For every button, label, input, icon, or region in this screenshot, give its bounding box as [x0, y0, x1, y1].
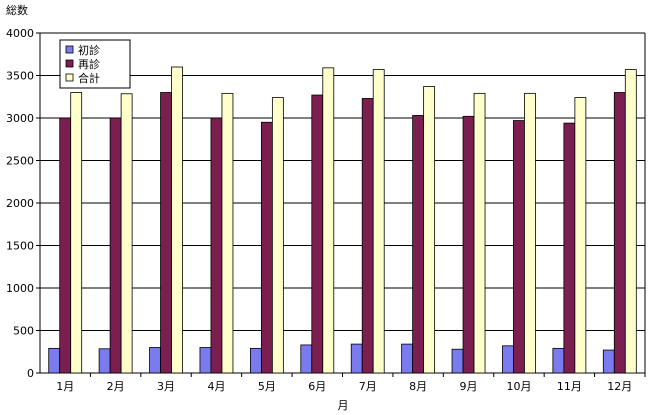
- bar: [98, 348, 111, 374]
- x-tick-label: 6月: [308, 380, 326, 393]
- bars: [48, 66, 637, 374]
- legend-label: 初診: [78, 43, 100, 57]
- bar: [149, 347, 161, 374]
- bar: [524, 92, 536, 374]
- bar: [70, 92, 83, 374]
- bar: [563, 122, 576, 374]
- bar: [311, 94, 324, 374]
- y-tick-label: 500: [13, 325, 34, 338]
- y-tick-label: 2000: [6, 197, 34, 210]
- bar: [513, 120, 525, 374]
- bar: [300, 344, 313, 374]
- bar: [160, 92, 172, 374]
- x-tick-label: 3月: [157, 380, 175, 393]
- bar: [260, 121, 273, 374]
- bar: [249, 347, 262, 374]
- bar: [462, 115, 475, 374]
- legend-label: 再診: [78, 57, 100, 71]
- bar: [48, 347, 61, 374]
- bar: [613, 92, 626, 374]
- bar: [221, 92, 234, 374]
- bar: [271, 97, 284, 374]
- bar: [412, 115, 425, 374]
- bar: [199, 347, 212, 374]
- x-tick-label: 4月: [207, 380, 225, 393]
- x-tick-label: 11月: [557, 380, 582, 393]
- bar: [624, 69, 637, 374]
- bar: [372, 69, 385, 374]
- legend-swatch: [65, 59, 74, 68]
- y-tick-label: 1000: [6, 282, 34, 295]
- legend-swatch: [65, 45, 74, 54]
- x-tick-label: 5月: [258, 380, 276, 393]
- bar: [59, 117, 72, 374]
- y-axis-label: 総数: [6, 3, 28, 17]
- y-tick-label: 4000: [6, 27, 34, 40]
- bar: [120, 93, 133, 374]
- x-tick-label: 8月: [409, 380, 427, 393]
- y-tick-label: 0: [27, 367, 34, 380]
- bar: [401, 343, 414, 374]
- gridlines: [36, 32, 646, 374]
- x-tick-label: 7月: [359, 380, 377, 393]
- y-axis-ticks: 0 500 1000 1500 2000 2500 3000 3500 4000: [6, 27, 34, 380]
- legend-swatch: [65, 73, 74, 82]
- bar: [552, 347, 565, 374]
- x-tick-label: 12月: [607, 380, 632, 393]
- bar: [361, 98, 374, 374]
- bar: [350, 343, 363, 374]
- x-tick-label: 10月: [506, 380, 531, 393]
- y-tick-label: 3500: [6, 70, 34, 83]
- legend-label: 合計: [78, 71, 100, 85]
- x-axis-label: 月: [338, 399, 349, 412]
- bar: [322, 67, 335, 374]
- x-tick-label: 2月: [107, 380, 125, 393]
- y-tick-label: 2500: [6, 155, 34, 168]
- y-tick-label: 3000: [6, 112, 34, 125]
- bar: [451, 348, 464, 374]
- y-tick-label: 1500: [6, 240, 34, 253]
- bar: [171, 66, 183, 374]
- bar: [423, 86, 436, 374]
- bar: [473, 92, 486, 374]
- x-axis-ticks: 1月 2月 3月 4月 5月 6月 7月 8月 9月 10月 11月 12月: [56, 373, 646, 393]
- bar: [602, 349, 615, 374]
- bar: [502, 345, 514, 374]
- bar: [210, 117, 223, 374]
- x-tick-label: 9月: [460, 380, 478, 393]
- x-tick-label: 1月: [56, 380, 74, 393]
- bar: [574, 97, 587, 374]
- bar: [109, 117, 122, 374]
